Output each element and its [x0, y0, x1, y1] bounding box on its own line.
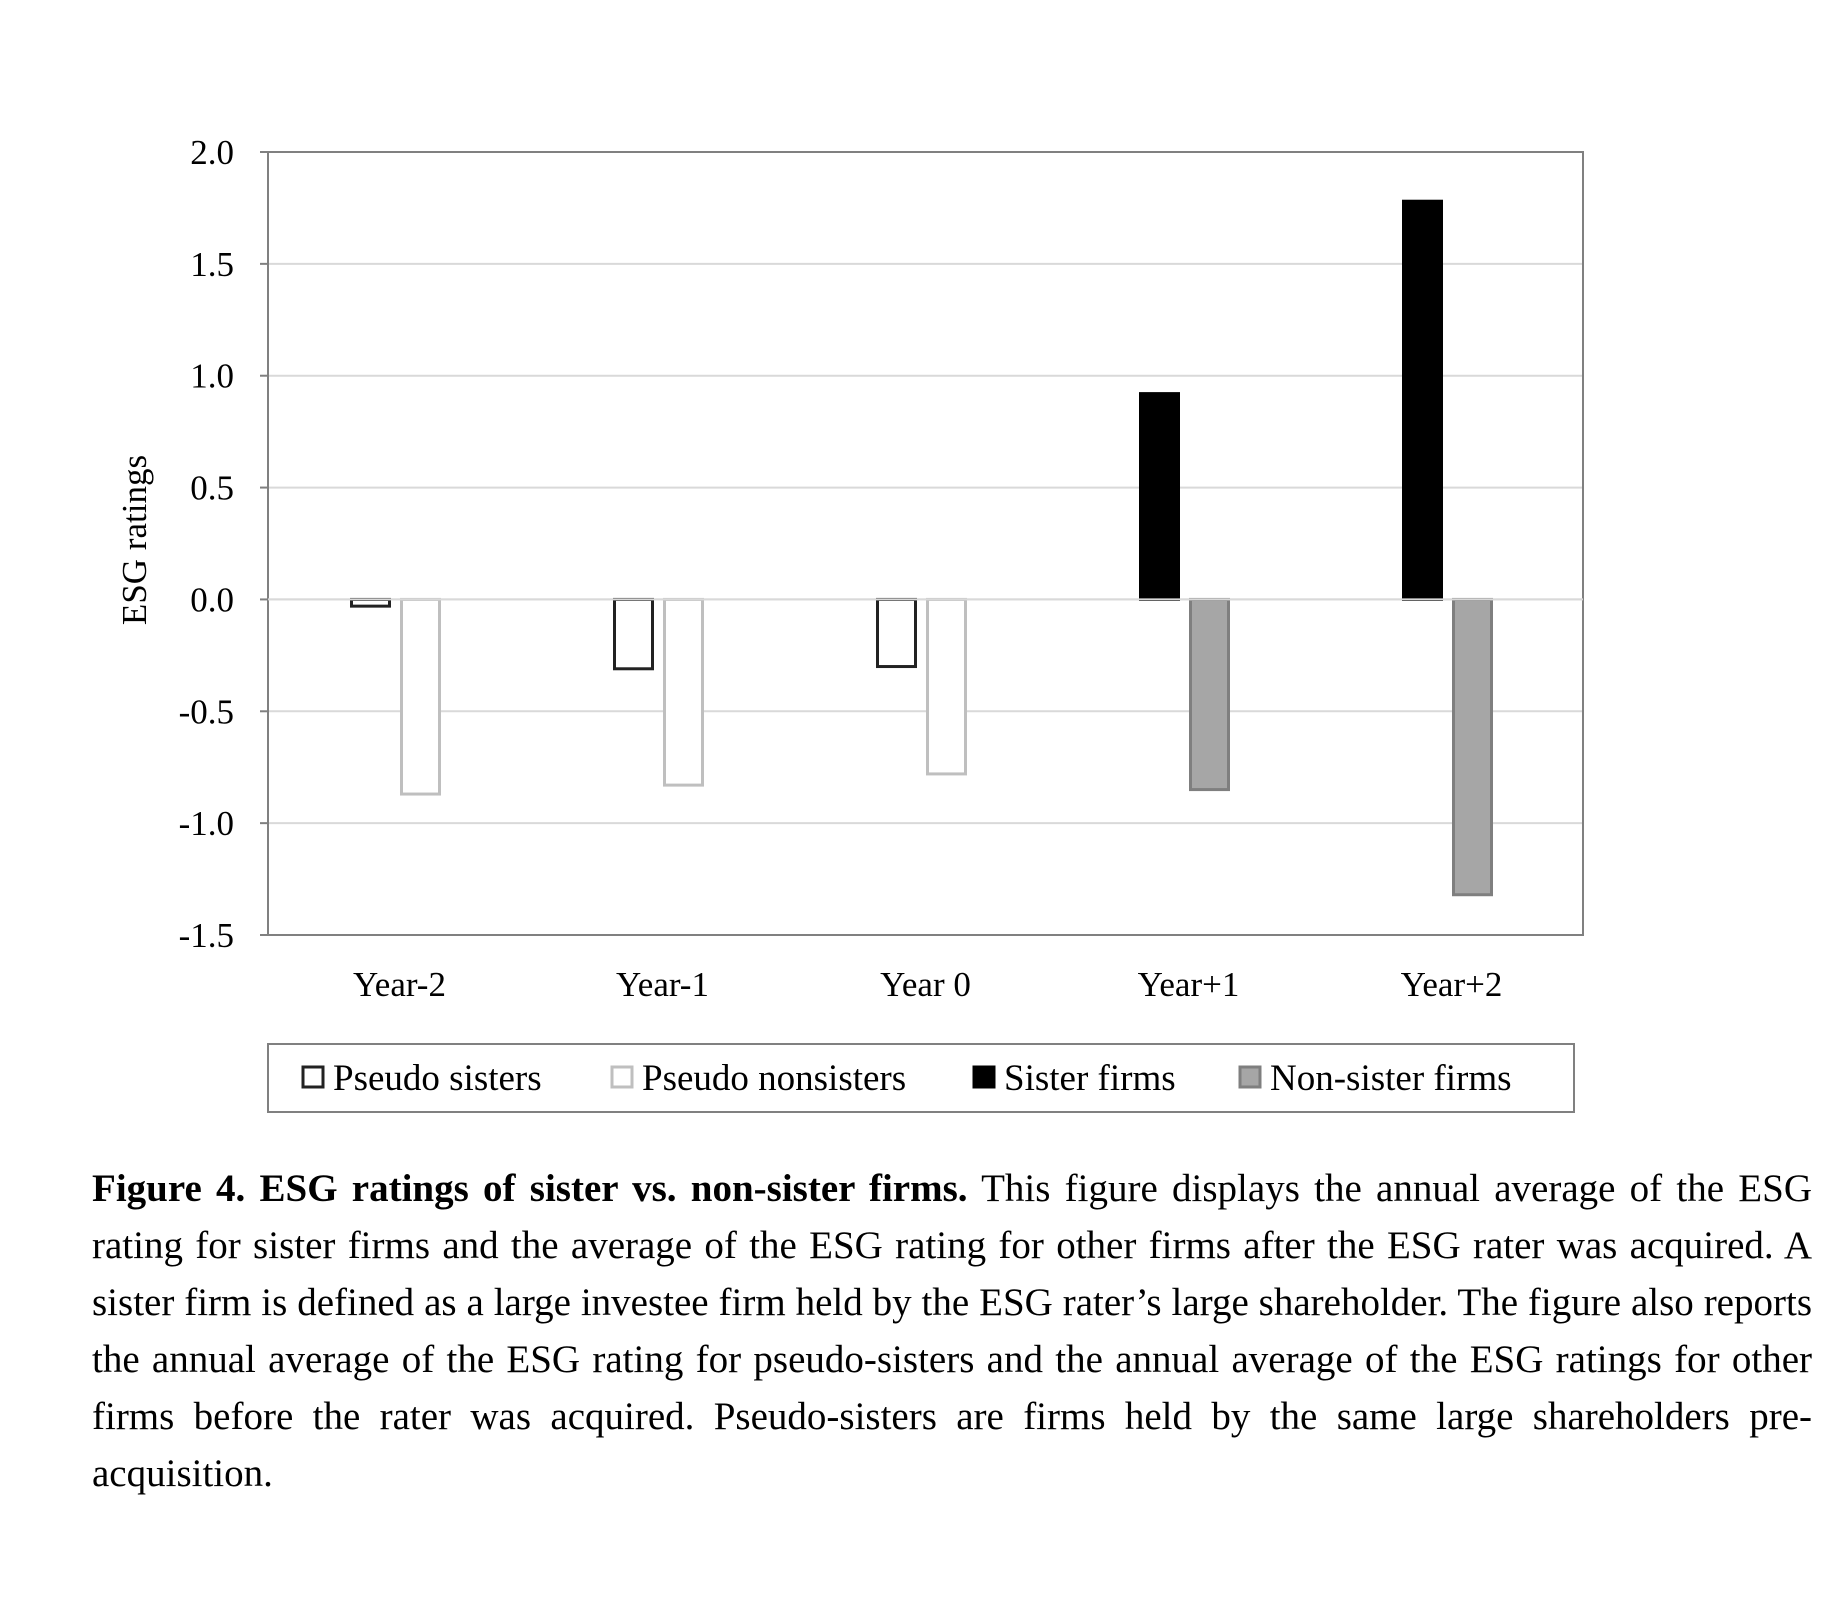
bar-pseudo-sisters	[613, 597, 654, 671]
chart: 2.0 1.5 1.0 0.5 0.0 -0.5 -1.0 -1.5 Year-2 Year-1…	[115, 133, 1584, 1113]
axes	[260, 151, 1584, 936]
x-tick-label: Year+1	[1138, 965, 1240, 1004]
y-tick-labels: 2.0 1.5 1.0 0.5 0.0 -0.5 -1.0 -1.5	[179, 133, 234, 955]
y-tick-label: 1.5	[190, 245, 234, 284]
caption-title: Figure 4. ESG ratings of sister vs. non-…	[92, 1167, 968, 1210]
bar-non-sister-firms	[1189, 597, 1230, 792]
legend-swatch-pseudo-sisters	[301, 1065, 325, 1089]
x-tick-label: Year 0	[880, 965, 971, 1004]
y-tick-label: -1.0	[179, 804, 234, 843]
plot-frame	[267, 151, 1584, 936]
y-tick-label: 0.5	[190, 469, 234, 508]
legend-swatch-non-sister-firms	[1238, 1065, 1262, 1089]
y-tick-label: -0.5	[179, 692, 234, 731]
bar-non-sister-firms	[1452, 597, 1493, 897]
legend-label-sister-firms: Sister firms	[1004, 1058, 1176, 1099]
figure-caption: Figure 4. ESG ratings of sister vs. non-…	[92, 1160, 1812, 1502]
bar-pseudo-nonsisters	[663, 597, 704, 787]
y-tick-label: 0.0	[190, 580, 234, 619]
legend-box	[267, 1043, 1575, 1113]
bars	[350, 199, 1493, 897]
caption-body: This figure displays the annual average …	[92, 1167, 1812, 1495]
y-axis-title: ESG ratings	[115, 455, 154, 625]
legend: Pseudo sisters Pseudo nonsisters Sister fi…	[267, 1043, 1575, 1113]
legend-label-pseudo-sisters: Pseudo sisters	[333, 1058, 542, 1099]
y-tick-label: -1.5	[179, 916, 234, 955]
y-tick-label: 2.0	[190, 133, 234, 172]
legend-swatch-pseudo-nonsisters	[610, 1065, 634, 1089]
legend-label-non-sister-firms: Non-sister firms	[1270, 1058, 1512, 1099]
bar-pseudo-sisters	[350, 597, 391, 608]
y-tick-label: 1.0	[190, 357, 234, 396]
gridlines	[268, 262, 1583, 825]
x-tick-labels: Year-2 Year-1 Year 0 Year+1 Year+2	[353, 965, 1502, 1004]
bar-pseudo-sisters	[876, 597, 917, 669]
bar-chart-svg: 2.0 1.5 1.0 0.5 0.0 -0.5 -1.0 -1.5 Year-2 Year-1…	[115, 133, 1584, 1113]
x-tick-label: Year-2	[353, 965, 446, 1004]
legend-label-pseudo-nonsisters: Pseudo nonsisters	[642, 1058, 906, 1099]
bar-pseudo-nonsisters	[400, 597, 441, 796]
x-tick-label: Year+2	[1401, 965, 1503, 1004]
bar-sister-firms	[1139, 392, 1180, 601]
x-tick-label: Year-1	[616, 965, 709, 1004]
bar-sister-firms	[1402, 199, 1443, 601]
legend-swatch-sister-firms	[972, 1065, 996, 1089]
bar-pseudo-nonsisters	[926, 597, 967, 776]
